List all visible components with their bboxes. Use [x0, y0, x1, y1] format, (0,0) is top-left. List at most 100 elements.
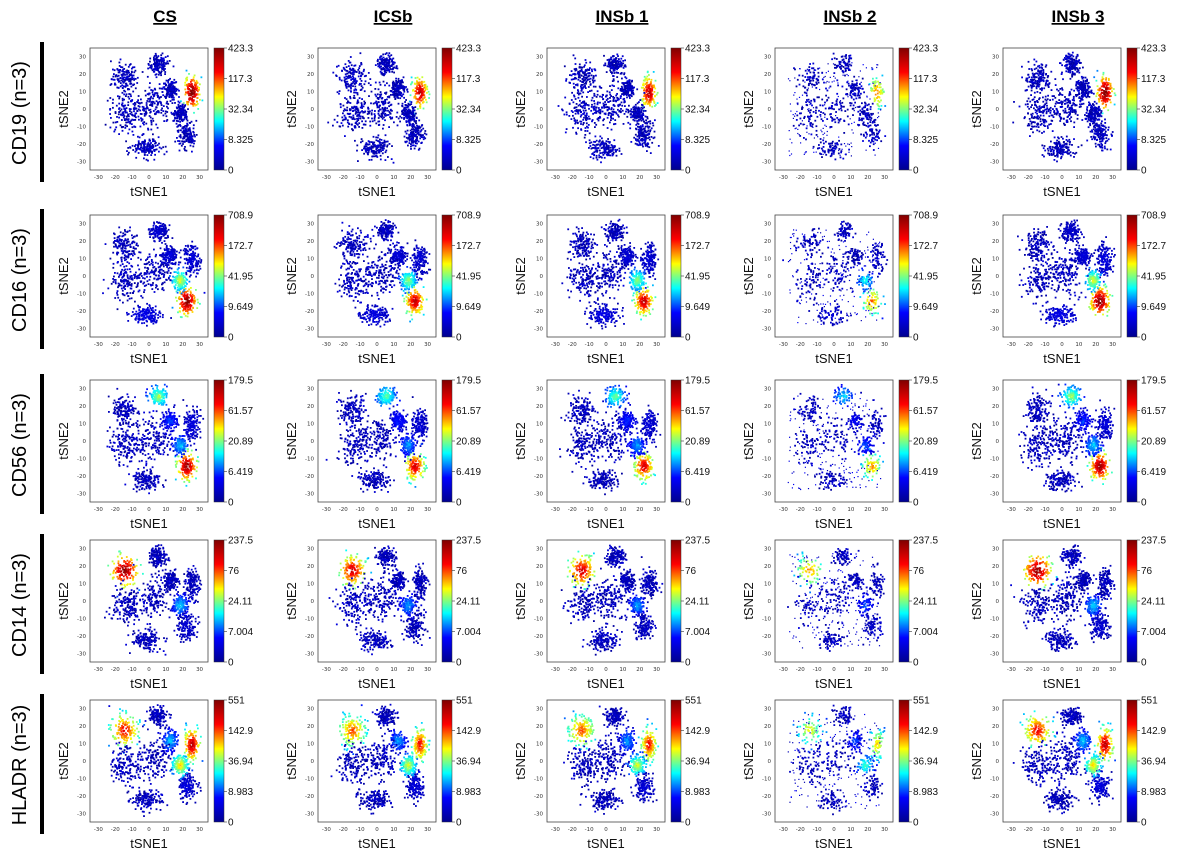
- cell-point: [153, 95, 155, 97]
- cell-point: [189, 98, 191, 100]
- cell-point: [184, 132, 186, 134]
- cell-point: [138, 152, 140, 154]
- cell-point: [127, 154, 129, 156]
- cell-point: [179, 121, 181, 123]
- cell-point: [160, 64, 162, 66]
- cell-point: [159, 147, 161, 149]
- cell-point: [193, 76, 195, 78]
- cell-point: [154, 89, 156, 91]
- cell-point: [136, 149, 138, 151]
- cell-point: [118, 75, 120, 77]
- cell-point: [162, 110, 164, 112]
- cell-point: [114, 84, 116, 86]
- cell-point: [158, 110, 160, 112]
- cell-point: [111, 78, 113, 80]
- cell-point: [154, 69, 156, 71]
- cell-point: [139, 102, 141, 104]
- cell-point: [120, 124, 122, 126]
- cell-point: [160, 54, 162, 56]
- cell-point: [116, 116, 118, 118]
- cell-point: [158, 55, 160, 57]
- cell-point: [121, 74, 123, 76]
- cell-point: [158, 74, 160, 76]
- cell-point: [120, 59, 122, 61]
- cell-point: [122, 87, 124, 89]
- cell-point: [164, 73, 166, 75]
- cell-point: [196, 101, 198, 103]
- cell-point: [197, 108, 199, 110]
- cell-point: [158, 151, 160, 153]
- cell-point: [176, 107, 178, 109]
- cell-point: [156, 66, 158, 68]
- tsne-panel: -30 -20 -10 0 10 20 303020100-10-20-30tSNE1tSN…: [56, 44, 253, 200]
- cell-point: [176, 137, 178, 139]
- cell-point: [129, 74, 131, 76]
- cell-point: [143, 133, 145, 135]
- cell-point: [163, 59, 165, 61]
- cell-point: [124, 127, 126, 129]
- cell-point: [121, 70, 123, 72]
- cell-point: [176, 89, 178, 91]
- cell-point: [184, 146, 186, 148]
- cell-point: [125, 83, 127, 85]
- cell-point: [184, 129, 186, 131]
- cell-point: [153, 139, 155, 141]
- cell-point: [149, 58, 151, 60]
- cell-point: [137, 136, 139, 138]
- cell-point: [193, 132, 195, 134]
- cell-point: [167, 103, 169, 105]
- cell-point: [146, 106, 148, 108]
- cell-point: [133, 134, 135, 136]
- cell-point: [173, 66, 175, 68]
- cell-point: [186, 80, 188, 82]
- cell-point: [187, 101, 189, 103]
- cell-point: [146, 104, 148, 106]
- cell-point: [115, 111, 117, 113]
- cell-point: [125, 124, 127, 126]
- cell-point: [188, 94, 190, 96]
- cell-point: [167, 80, 169, 82]
- cell-point: [153, 149, 155, 151]
- cell-point: [121, 126, 123, 128]
- cell-point: [141, 113, 143, 115]
- cell-point: [153, 110, 155, 112]
- cell-point: [150, 89, 152, 91]
- cell-point: [135, 70, 137, 72]
- cell-point: [199, 83, 201, 85]
- cell-point: [110, 127, 112, 129]
- cell-point: [147, 68, 149, 70]
- cell-point: [123, 99, 125, 101]
- cell-point: [150, 109, 152, 111]
- cell-point: [118, 103, 120, 105]
- cell-point: [134, 145, 136, 147]
- cell-point: [131, 86, 133, 88]
- cell-point: [152, 118, 154, 120]
- row-divider-bar: [40, 42, 44, 182]
- cell-point: [197, 86, 199, 88]
- cell-point: [116, 74, 118, 76]
- cell-point: [190, 93, 192, 95]
- cell-point: [113, 131, 115, 133]
- cell-point: [136, 108, 138, 110]
- cell-point: [116, 121, 118, 123]
- cell-point: [121, 104, 123, 106]
- cell-point: [138, 95, 140, 97]
- cell-point: [138, 116, 140, 118]
- cell-point: [175, 81, 177, 83]
- cell-point: [189, 133, 191, 135]
- cell-point: [157, 92, 159, 94]
- cell-point: [155, 113, 157, 115]
- cell-point: [118, 98, 120, 100]
- cell-point: [120, 77, 122, 79]
- cell-point: [172, 99, 174, 101]
- cell-point: [174, 93, 176, 95]
- cell-point: [186, 126, 188, 128]
- cell-point: [193, 103, 195, 105]
- cell-point: [148, 101, 150, 103]
- cell-point: [122, 66, 124, 68]
- cell-point: [149, 61, 151, 63]
- cell-point: [185, 114, 187, 116]
- cell-point: [124, 74, 126, 76]
- cell-point: [132, 145, 134, 147]
